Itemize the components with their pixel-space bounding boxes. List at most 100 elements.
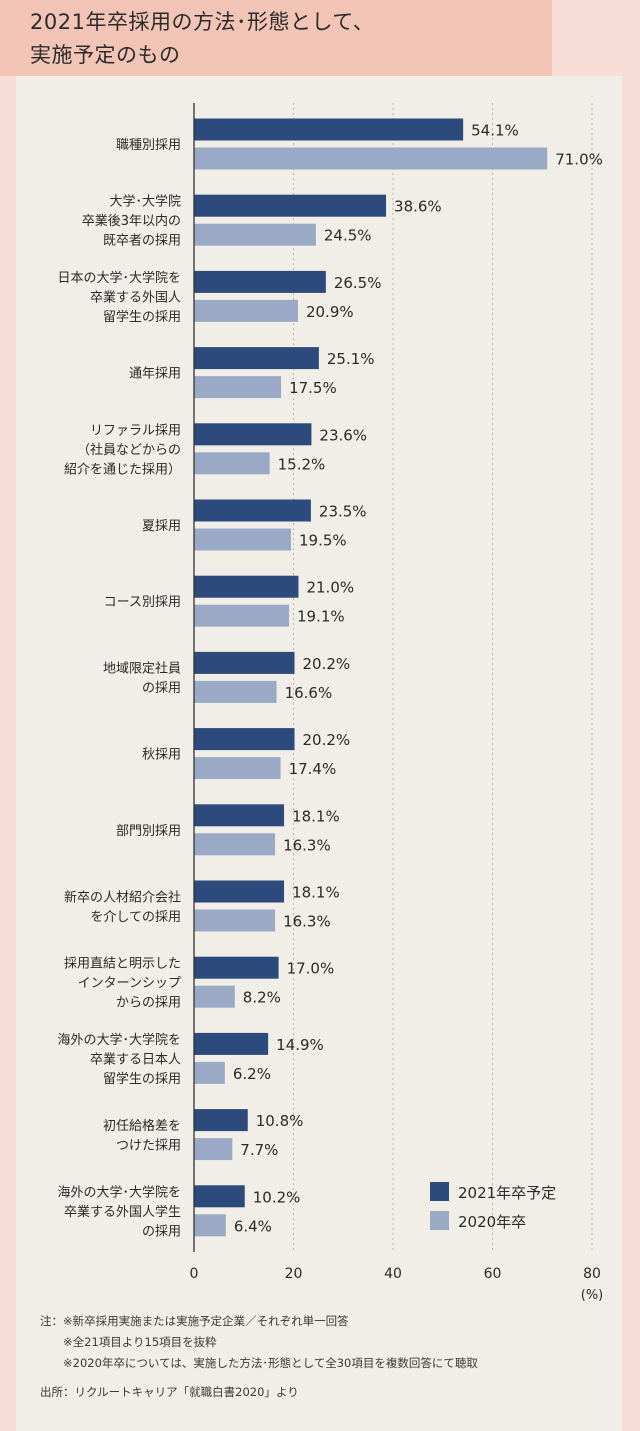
- category-label: 卒業後3年以内の: [82, 213, 181, 229]
- data-label-2020: 20.9%: [306, 303, 354, 321]
- category-label: 夏採用: [142, 519, 181, 534]
- data-label-2021: 38.6%: [394, 198, 442, 216]
- data-label-2021: 10.8%: [256, 1112, 304, 1130]
- notes: 注：※新卒採用実施または実施予定企業／それぞれ単一回答 ※全21項目より15項目…: [40, 1311, 478, 1374]
- category-label: 地域限定社員: [103, 661, 181, 677]
- bar-2020: [194, 452, 270, 475]
- bar-2021: [194, 118, 464, 141]
- legend-label-2021: 2021年卒予定: [458, 1184, 556, 1202]
- category-label: （社員などからの: [77, 442, 181, 458]
- category-label: 職種別採用: [116, 137, 181, 153]
- bar-2020: [194, 985, 235, 1008]
- chart-panel: [16, 76, 622, 1431]
- data-label-2021: 17.0%: [287, 960, 335, 978]
- bar-2021: [194, 804, 285, 827]
- bar-2020: [194, 376, 282, 399]
- x-tick-label: 60: [484, 1266, 502, 1282]
- bar-2020: [194, 604, 290, 627]
- data-label-2020: 7.7%: [240, 1141, 278, 1159]
- category-label: からの採用: [116, 996, 181, 1011]
- category-label: 留学生の採用: [103, 1071, 181, 1087]
- bar-2021: [194, 270, 326, 293]
- bar-2020: [194, 680, 277, 703]
- data-label-2020: 19.5%: [299, 532, 347, 550]
- data-label-2021: 54.1%: [471, 122, 519, 140]
- category-label: リファラル採用: [90, 423, 181, 438]
- category-label: 部門別採用: [116, 824, 181, 839]
- data-label-2021: 20.2%: [302, 655, 350, 673]
- note-line-2: ※全21項目より15項目を抜粋: [40, 1335, 217, 1349]
- data-label-2020: 71.0%: [555, 151, 603, 169]
- bar-2020: [194, 757, 281, 780]
- x-tick-label: 40: [384, 1266, 402, 1282]
- bar-2020: [194, 1138, 233, 1161]
- bar-2020: [194, 1214, 226, 1237]
- x-axis-unit: (%): [581, 1288, 604, 1303]
- data-label-2020: 16.6%: [285, 684, 333, 702]
- category-label: 留学生の採用: [103, 309, 181, 325]
- bar-2021: [194, 1109, 248, 1132]
- category-label: 卒業する外国人: [90, 289, 181, 305]
- category-label: 初任給格差を: [103, 1118, 181, 1134]
- category-label: つけた採用: [116, 1138, 181, 1153]
- bar-2021: [194, 347, 319, 370]
- note-line-1: 注：※新卒採用実施または実施予定企業／それぞれ単一回答: [40, 1314, 349, 1328]
- data-label-2020: 19.1%: [297, 608, 345, 626]
- category-label: コース別採用: [104, 595, 181, 610]
- bar-2021: [194, 499, 311, 522]
- data-label-2020: 15.2%: [278, 455, 326, 473]
- bar-2021: [194, 728, 295, 751]
- bar-2021: [194, 194, 387, 217]
- bar-2021: [194, 575, 299, 598]
- data-label-2020: 16.3%: [283, 836, 331, 854]
- bar-2020: [194, 299, 298, 322]
- category-label: 卒業する日本人: [90, 1051, 181, 1067]
- category-label: 海外の大学･大学院を: [57, 1032, 181, 1048]
- bar-2021: [194, 880, 285, 903]
- data-label-2021: 26.5%: [334, 274, 382, 292]
- title-line-1: 2021年卒採用の方法･形態として、: [30, 10, 375, 34]
- category-label: 大学･大学院: [109, 194, 181, 210]
- category-label: 紹介を通じた採用）: [64, 462, 181, 477]
- legend-swatch-2020: [430, 1211, 449, 1230]
- category-label: を介しての採用: [90, 910, 181, 925]
- category-label: 日本の大学･大学院を: [57, 270, 181, 286]
- data-label-2020: 17.4%: [289, 760, 337, 778]
- note-line-3: ※2020年卒については、実施した方法･形態として全30項目を複数回答にて聴取: [40, 1356, 478, 1370]
- category-label: 海外の大学･大学院を: [57, 1184, 181, 1200]
- bar-2020: [194, 223, 316, 246]
- bar-2020: [194, 833, 276, 856]
- data-label-2020: 8.2%: [243, 989, 281, 1007]
- category-label: の採用: [142, 1224, 181, 1239]
- legend-label-2020: 2020年卒: [458, 1213, 526, 1231]
- bar-2020: [194, 1061, 225, 1084]
- data-label-2020: 16.3%: [283, 913, 331, 931]
- data-label-2021: 20.2%: [302, 731, 350, 749]
- data-label-2020: 6.2%: [233, 1065, 271, 1083]
- category-label: インターンシップ: [78, 976, 181, 991]
- bar-2021: [194, 1032, 269, 1055]
- data-label-2021: 25.1%: [327, 350, 375, 368]
- data-label-2020: 24.5%: [324, 227, 372, 245]
- bar-2020: [194, 147, 548, 170]
- data-label-2021: 10.2%: [253, 1188, 301, 1206]
- category-label: 卒業する外国人学生: [64, 1204, 181, 1220]
- data-label-2021: 18.1%: [292, 807, 340, 825]
- title-banner: 2021年卒採用の方法･形態として、 実施予定のもの: [0, 0, 552, 76]
- bar-2021: [194, 651, 295, 674]
- data-label-2020: 6.4%: [234, 1217, 272, 1235]
- bar-2020: [194, 528, 292, 551]
- category-label: の採用: [142, 681, 181, 696]
- x-tick-label: 0: [190, 1266, 199, 1282]
- data-label-2021: 21.0%: [306, 579, 354, 597]
- x-tick-label: 80: [583, 1266, 601, 1282]
- bar-2021: [194, 956, 279, 979]
- category-label: 通年採用: [129, 367, 181, 382]
- data-label-2021: 14.9%: [276, 1036, 324, 1054]
- data-label-2020: 17.5%: [289, 379, 337, 397]
- bar-2021: [194, 423, 312, 446]
- category-label: 新卒の人材紹介会社: [64, 889, 181, 905]
- legend-swatch-2021: [430, 1182, 449, 1201]
- bar-2020: [194, 909, 276, 932]
